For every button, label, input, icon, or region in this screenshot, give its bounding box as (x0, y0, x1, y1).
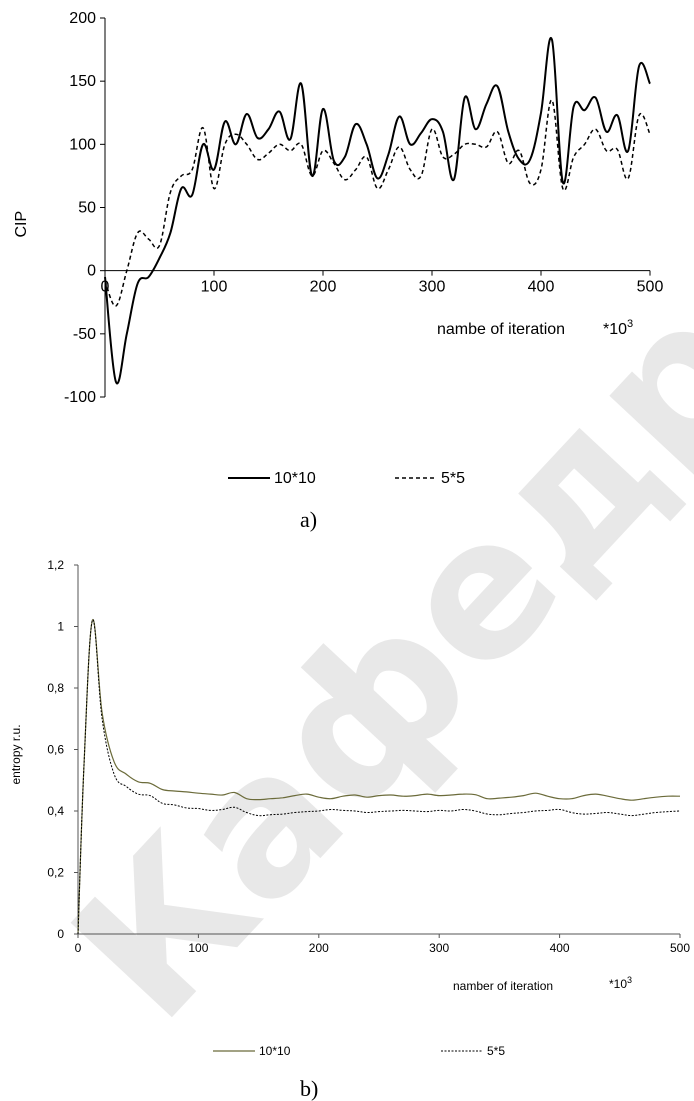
chart-b-axes (74, 564, 681, 938)
chart-b-series-line-2 (77, 619, 681, 935)
chart-b-y-axis-label: entropy r.u. (9, 724, 23, 784)
chart-b-y-tick-label: 1,2 (47, 558, 64, 572)
chart-b-y-tick-label: 0 (57, 927, 64, 941)
chart-b-x-tick-label: 300 (429, 941, 449, 955)
chart-a-tick-labels: -100 -50 0 50 100 150 200 0 100 200 300 400 500 (64, 10, 663, 406)
chart-a-y-tick-label: 200 (69, 10, 96, 27)
chart-a-y-tick-label: 150 (69, 73, 96, 90)
chart-a-y-tick-label: 100 (69, 136, 96, 153)
chart-a-x-tick-label: 0 (101, 279, 110, 296)
chart-b-legend: 10*10 5*5 (213, 1044, 505, 1058)
chart-a-y-tick-label: 50 (78, 200, 96, 217)
chart-b-y-tick-label: 0,2 (47, 866, 64, 880)
chart-b-x-tick-label: 0 (75, 941, 82, 955)
chart-a-x-tick-label: 200 (310, 279, 337, 296)
chart-b-y-tick-label: 0,4 (47, 804, 64, 818)
chart-a-x-unit-exp: 3 (627, 318, 633, 330)
chart-a-y-axis-label: CIP (13, 211, 30, 238)
chart-b-series (77, 619, 681, 935)
chart-a-axes (100, 17, 651, 398)
chart-a-x-axis-label: nambe of iteration (437, 321, 565, 338)
chart-a-series-line-1 (104, 36, 651, 385)
chart-a-x-tick-label: 100 (201, 279, 228, 296)
chart-b-y-tick-label: 1 (57, 620, 64, 634)
chart-a-x-tick-label: 300 (419, 279, 446, 296)
chart-a-legend-label: 10*10 (274, 470, 316, 487)
chart-a-series-line-2 (104, 99, 651, 307)
chart-b-x-unit-exp: 3 (627, 975, 632, 985)
chart-a-x-tick-label: 500 (637, 279, 664, 296)
chart-a-y-tick-label: -50 (73, 326, 96, 343)
chart-b-x-axis-label: namber of iteration (453, 979, 553, 993)
chart-a-x-tick-label: 400 (528, 279, 555, 296)
chart-b-x-unit: *103 (609, 975, 632, 991)
chart-b-x-tick-label: 400 (550, 941, 570, 955)
chart-b-panel-label: b) (300, 1076, 318, 1101)
chart-b-x-tick-label: 500 (670, 941, 690, 955)
chart-a-y-tick-label: -100 (64, 389, 96, 406)
watermark-text: Кафедра (31, 165, 694, 1061)
chart-b-x-tick-label: 200 (309, 941, 329, 955)
chart-a-x-unit: *103 (603, 318, 633, 338)
chart-a-y-tick-label: 0 (87, 263, 96, 280)
chart-b: 0 0,2 0,4 0,6 0,8 1 1,2 0 100 200 300 400 500 entrop… (9, 558, 690, 1101)
chart-a-series (104, 36, 651, 385)
chart-b-legend-label: 5*5 (487, 1044, 505, 1058)
chart-a-x-unit-base: *10 (603, 321, 627, 338)
chart-b-x-tick-label: 100 (188, 941, 208, 955)
chart-b-y-tick-label: 0,8 (47, 681, 64, 695)
chart-b-legend-label: 10*10 (259, 1044, 291, 1058)
chart-b-series-line-1 (77, 619, 681, 935)
chart-a-panel-label: a) (300, 507, 317, 532)
chart-b-y-tick-label: 0,6 (47, 743, 64, 757)
chart-a-legend-label: 5*5 (441, 470, 465, 487)
chart-a-legend: 10*10 5*5 (228, 470, 465, 487)
chart-b-x-unit-base: *10 (609, 977, 627, 991)
chart-b-tick-labels: 0 0,2 0,4 0,6 0,8 1 1,2 0 100 200 300 400 500 (47, 558, 690, 955)
